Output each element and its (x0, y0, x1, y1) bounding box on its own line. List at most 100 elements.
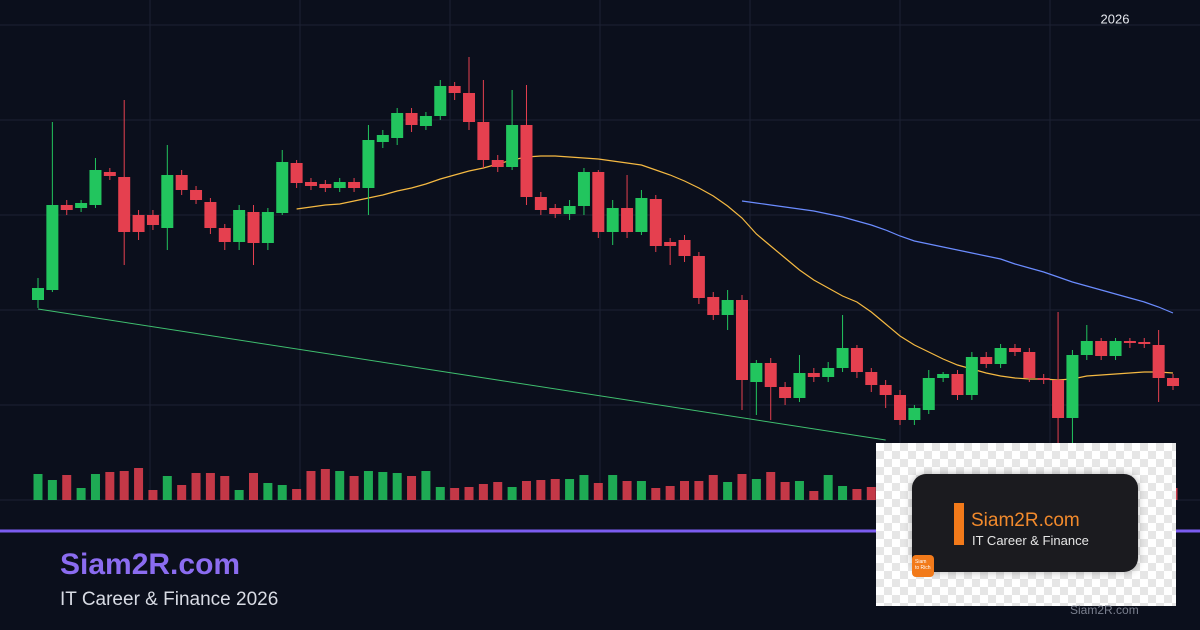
volume-bar (521, 481, 531, 500)
candle-body (779, 387, 792, 398)
candle-body (233, 210, 246, 242)
volume-bar (579, 475, 589, 500)
candle-body (348, 182, 361, 188)
candle-body (649, 199, 662, 246)
brand-title: Siam2R.com (60, 548, 241, 581)
candle-body (735, 300, 748, 380)
candle-body (89, 170, 102, 205)
volume-bar (335, 471, 345, 500)
candle-body (434, 86, 447, 116)
candle-body (376, 135, 389, 142)
candle-body (807, 373, 820, 377)
volume-bar (363, 471, 373, 500)
volume-bar (450, 488, 460, 500)
volume-bar (622, 481, 632, 500)
candle-body (477, 122, 490, 160)
volume-bar (608, 475, 618, 500)
candle-body (506, 125, 519, 167)
candle-body (707, 297, 720, 315)
candle-body (32, 288, 44, 300)
card: Siam2R.com IT Career & Finance Siam to Ri… (912, 474, 1138, 577)
candle-body (75, 203, 88, 208)
candle-body (1080, 341, 1093, 355)
candle-body (391, 113, 404, 138)
ma-line (296, 155, 1174, 381)
candle-body (362, 140, 375, 188)
candle-body (534, 197, 547, 210)
candle-body (175, 175, 188, 190)
candle-body (146, 215, 159, 225)
volume-bar (320, 469, 330, 500)
volume-bar (723, 482, 733, 500)
candle-body (132, 215, 145, 232)
volume-bar (292, 489, 302, 500)
candle-body (764, 363, 777, 387)
candle-body (1023, 352, 1036, 378)
candle-body (304, 182, 317, 186)
watermark: Siam2R.com (1070, 603, 1139, 617)
volume-bar (565, 479, 575, 500)
candle-body (290, 163, 303, 183)
candle-body (520, 125, 533, 197)
candle-body (247, 212, 260, 243)
volume-bar (866, 487, 876, 500)
candle-body (894, 395, 907, 420)
volume-bar (392, 473, 402, 500)
volume-bar (76, 488, 86, 500)
candle-body (405, 113, 418, 125)
candle-body (865, 372, 878, 385)
volume-bar (478, 484, 488, 500)
candle-body (908, 408, 921, 420)
volume-bar (234, 490, 244, 500)
candle-body (750, 363, 763, 382)
candle-body (491, 160, 504, 167)
candle-body (678, 240, 691, 256)
card-title: Siam2R.com (971, 510, 1080, 531)
volume-bar (421, 471, 431, 500)
candle-body (1123, 341, 1136, 343)
candle-body (850, 348, 863, 372)
volume-bar (205, 473, 215, 500)
volume-bar (435, 487, 445, 500)
candle-body (793, 373, 806, 398)
volume-bar (464, 487, 474, 500)
candle-body (951, 374, 964, 395)
candle-body (1109, 341, 1122, 356)
volume-bar (134, 468, 144, 500)
candle-body (692, 256, 705, 298)
candle-body (621, 208, 634, 232)
volume-bar (694, 481, 704, 500)
candle-body (922, 378, 935, 410)
volume-bar (507, 487, 517, 500)
candle-body (190, 190, 203, 200)
candle-body (261, 212, 274, 243)
volume-bar (838, 486, 848, 500)
volume-bar (90, 474, 100, 500)
volume-bar (306, 471, 316, 500)
card-subtitle: IT Career & Finance (972, 533, 1089, 548)
volume-bar (751, 479, 761, 500)
candle-body (664, 242, 677, 246)
volume-bar (823, 475, 833, 500)
candle-body (721, 300, 734, 315)
volume-bar (378, 472, 388, 500)
candle-body (1152, 345, 1165, 378)
volume-bar (794, 481, 804, 500)
volume-bar (737, 474, 747, 500)
candle-body (1066, 355, 1079, 418)
volume-bar (493, 482, 503, 500)
candle-body (204, 202, 217, 228)
volume-bar (809, 491, 819, 500)
volume-bar (708, 475, 718, 500)
volume-bar (47, 480, 57, 500)
logo-text: Siam (915, 559, 927, 565)
volume-bar (536, 480, 546, 500)
volume-bar (766, 472, 776, 500)
volume-bar (220, 476, 230, 500)
candle-body (103, 172, 116, 176)
candle-body (463, 93, 476, 122)
volume-bar (665, 486, 675, 500)
time-label: 2026 (1101, 11, 1130, 26)
candle-body (822, 368, 835, 377)
